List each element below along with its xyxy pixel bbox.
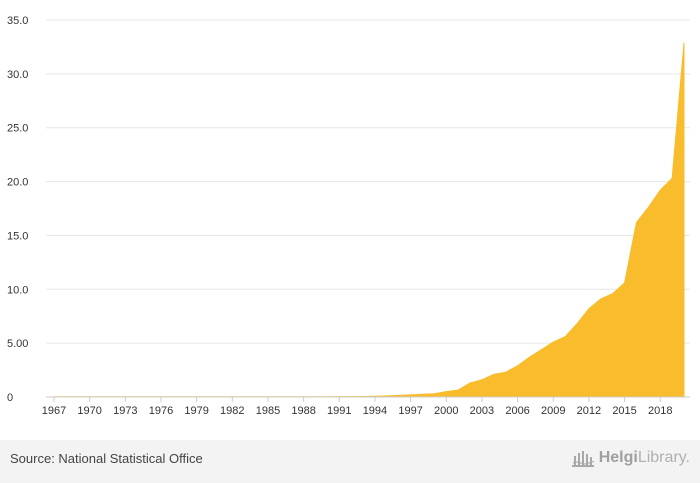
y-tick-label: 15.0 (7, 230, 28, 242)
x-tick-label: 1967 (42, 405, 66, 417)
x-tick-label: 2015 (612, 405, 636, 417)
y-tick-label: 30.0 (7, 69, 28, 81)
x-tick-label: 2006 (505, 405, 529, 417)
x-tick-label: 1976 (149, 405, 173, 417)
x-tick-label: 1982 (220, 405, 244, 417)
brand-logo[interactable]: HelgiLibrary. (571, 448, 690, 468)
x-tick-label: 1991 (327, 405, 351, 417)
x-tick-label: 1973 (113, 405, 137, 417)
x-tick-label: 1988 (291, 405, 315, 417)
area-chart: 0 5.00 10.0 15.0 20.0 25.0 30.0 35.0 1967 1970 197… (7, 15, 690, 417)
x-tick-label: 2012 (577, 405, 601, 417)
y-tick-label: 35.0 (7, 15, 28, 27)
y-tick-label: 20.0 (7, 177, 28, 189)
brand-name-light: Library. (637, 449, 690, 466)
source-note: Source: National Statistical Office (10, 451, 203, 466)
x-tick-label: 1997 (398, 405, 422, 417)
brand-name-bold: Helgi (598, 449, 638, 466)
x-tick-label: 1970 (77, 405, 101, 417)
x-tick-label: 2009 (541, 405, 565, 417)
x-tick-label: 1985 (256, 405, 280, 417)
brand-name: HelgiLibrary. (599, 449, 690, 467)
y-tick-label: 0 (7, 392, 13, 404)
x-tick-label: 1979 (184, 405, 208, 417)
y-tick-label: 10.0 (7, 284, 28, 296)
library-building-icon (571, 451, 595, 467)
x-tick-label: 2000 (434, 405, 458, 417)
x-tick-label: 2003 (470, 405, 494, 417)
x-tick-label: 1994 (363, 405, 387, 417)
x-tick-label: 2018 (648, 405, 672, 417)
y-tick-label: 25.0 (7, 123, 28, 135)
area-series (53, 42, 685, 398)
y-tick-label: 5.00 (7, 338, 28, 350)
